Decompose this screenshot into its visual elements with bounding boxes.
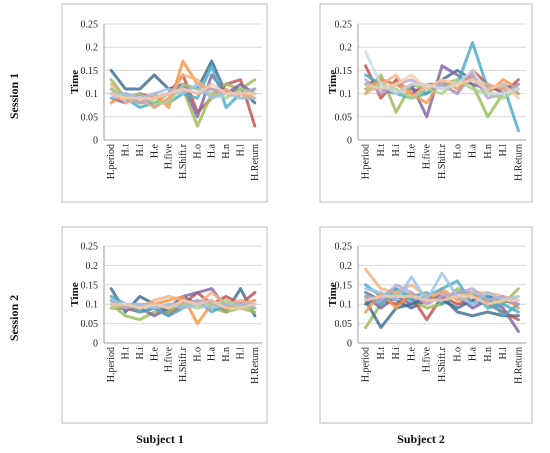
y-tick-label: 0.25 xyxy=(335,242,353,253)
y-tick-label: 0 xyxy=(93,136,98,147)
series-line-10 xyxy=(109,82,257,100)
x-tick-label: H.five xyxy=(422,143,433,169)
x-tick-label: H.five xyxy=(164,346,175,372)
x-tick-label: H.i xyxy=(135,347,146,360)
x-tick-label: H.e xyxy=(149,143,160,158)
x-tick-label: H.e xyxy=(149,346,160,361)
x-tick-label: H.e xyxy=(406,143,417,158)
x-tick-label: H.i xyxy=(391,347,402,360)
x-tick-label: H.i xyxy=(135,144,146,157)
series-line-11 xyxy=(364,73,520,100)
y-tick-label: 0.2 xyxy=(340,43,353,54)
y-tick-label: 0.15 xyxy=(335,66,353,77)
x-tick-label: H.o xyxy=(192,144,203,159)
row-label-session-1: Session 1 xyxy=(7,73,21,119)
x-tick-label: H.a xyxy=(468,346,479,361)
series-line-11 xyxy=(109,82,257,100)
chart-panel: 0 0.05 0.1 0.15 0.2 0.25 Time H.period H.t H.i H.e… xyxy=(61,3,268,203)
y-tick-label: 0.1 xyxy=(86,300,99,311)
figure-labels: Session 1 Session 2 Subject 1 Subject 2 xyxy=(7,73,445,446)
x-tick-label: H.Return xyxy=(513,144,524,181)
col-label-subject-1: Subject 1 xyxy=(136,432,184,446)
col-label-subject-2: Subject 2 xyxy=(397,432,445,446)
x-tick-label: H.Shift.r xyxy=(178,346,189,382)
y-axis-label: Time xyxy=(327,282,339,306)
x-tick-label: H.l xyxy=(498,347,509,360)
y-tick-label: 0.05 xyxy=(335,319,353,330)
y-tick-label: 0 xyxy=(93,339,98,350)
x-tick-label: H.period xyxy=(361,144,372,179)
x-tick-label: H.l xyxy=(235,347,246,360)
chart-panel: 0 0.05 0.1 0.15 0.2 0.25 Time H.period H.t H.i H.e… xyxy=(319,3,533,203)
y-tick-label: 0.05 xyxy=(335,112,353,123)
y-axis-label: Time xyxy=(69,70,81,94)
x-tick-label: H.Shift.r xyxy=(178,143,189,179)
y-tick-label: 0.1 xyxy=(340,300,353,311)
x-tick-label: H.o xyxy=(452,347,463,362)
x-tick-label: H.period xyxy=(106,347,117,382)
y-tick-label: 0 xyxy=(347,136,352,147)
x-tick-label: H.t xyxy=(121,347,132,360)
y-axis-label: Time xyxy=(327,70,339,94)
x-tick-label: H.t xyxy=(376,144,387,157)
x-tick-label: H.five xyxy=(422,346,433,372)
x-tick-label: H.e xyxy=(406,346,417,361)
y-tick-label: 0 xyxy=(347,339,352,350)
y-tick-label: 0.2 xyxy=(86,261,99,272)
x-tick-label: H.Return xyxy=(513,347,524,384)
y-tick-label: 0.05 xyxy=(81,319,99,330)
x-tick-label: H.a xyxy=(468,143,479,158)
x-tick-label: H.i xyxy=(391,144,402,157)
x-tick-label: H.l xyxy=(498,144,509,157)
x-tick-label: H.n xyxy=(483,144,494,159)
series-line-12 xyxy=(364,294,520,306)
y-tick-label: 0.1 xyxy=(86,89,99,100)
x-tick-label: H.o xyxy=(452,144,463,159)
x-tick-label: H.n xyxy=(221,144,232,159)
y-tick-label: 0.25 xyxy=(81,242,99,253)
series-line-10 xyxy=(109,298,257,310)
x-tick-label: H.five xyxy=(164,143,175,169)
x-tick-label: H.a xyxy=(207,346,218,361)
row-label-session-2: Session 2 xyxy=(7,295,21,341)
x-tick-label: H.a xyxy=(207,143,218,158)
y-tick-label: 0.1 xyxy=(340,89,353,100)
panel-border xyxy=(61,226,268,424)
chart-panel: 0 0.05 0.1 0.15 0.2 0.25 Time H.period H.t H.i H.e… xyxy=(61,226,268,424)
y-tick-label: 0.15 xyxy=(335,280,353,291)
y-tick-label: 0.2 xyxy=(86,43,99,54)
x-tick-label: H.l xyxy=(235,144,246,157)
y-tick-label: 0.25 xyxy=(335,20,353,31)
x-tick-label: H.t xyxy=(121,144,132,157)
series-line-11 xyxy=(109,298,257,310)
y-tick-label: 0.2 xyxy=(340,261,353,272)
series-line-10 xyxy=(364,283,520,306)
x-tick-label: H.Return xyxy=(250,347,261,384)
x-tick-label: H.Return xyxy=(250,144,261,181)
series-line-10 xyxy=(364,50,520,96)
x-tick-label: H.t xyxy=(376,347,387,360)
x-tick-label: H.period xyxy=(106,144,117,179)
y-axis-label: Time xyxy=(69,282,81,306)
y-tick-label: 0.25 xyxy=(81,20,99,31)
x-tick-label: H.n xyxy=(483,347,494,362)
x-tick-label: H.o xyxy=(192,347,203,362)
y-tick-label: 0.15 xyxy=(81,66,99,77)
x-tick-label: H.n xyxy=(221,347,232,362)
x-tick-label: H.period xyxy=(361,347,372,382)
chart-panel: 0 0.05 0.1 0.15 0.2 0.25 Time H.period H.t H.i H.e… xyxy=(319,226,533,424)
x-tick-label: H.Shift.r xyxy=(437,346,448,382)
y-tick-label: 0.15 xyxy=(81,280,99,291)
x-tick-label: H.Shift.r xyxy=(437,143,448,179)
panel-border xyxy=(319,226,533,424)
y-tick-label: 0.05 xyxy=(81,112,99,123)
